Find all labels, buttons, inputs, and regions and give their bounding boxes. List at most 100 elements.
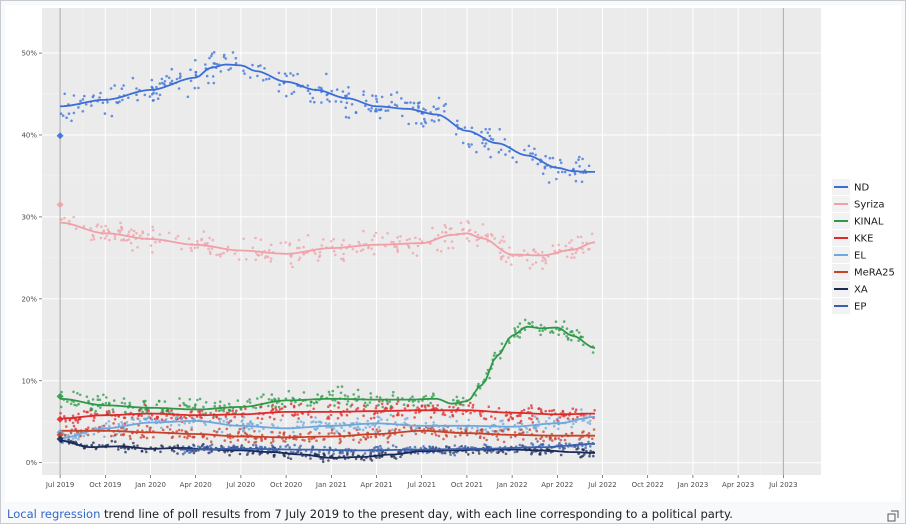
poll-point xyxy=(163,80,167,83)
poll-point xyxy=(578,155,581,159)
poll-point xyxy=(123,239,126,242)
poll-point xyxy=(574,251,577,254)
poll-point xyxy=(184,417,188,420)
poll-point xyxy=(318,250,322,254)
poll-point xyxy=(262,427,265,431)
poll-point xyxy=(76,418,80,422)
y-tick-label: 20% xyxy=(21,295,37,303)
x-tick-label: Jul 2019 xyxy=(45,481,75,489)
poll-point xyxy=(120,401,124,405)
poll-point xyxy=(213,404,216,408)
poll-point xyxy=(186,436,189,440)
poll-point xyxy=(323,437,326,441)
poll-point xyxy=(135,87,138,90)
poll-point xyxy=(316,259,320,262)
enlarge-icon[interactable] xyxy=(887,507,899,522)
poll-point xyxy=(378,396,382,399)
poll-point xyxy=(336,401,340,404)
poll-point xyxy=(422,445,425,448)
poll-point xyxy=(375,404,378,408)
poll-point xyxy=(393,245,397,248)
poll-point xyxy=(454,133,458,136)
poll-point xyxy=(520,422,524,426)
poll-point xyxy=(453,444,457,447)
poll-point xyxy=(307,413,310,416)
poll-point xyxy=(420,404,424,407)
poll-point xyxy=(209,411,212,415)
poll-point xyxy=(202,230,206,233)
poll-point xyxy=(346,395,350,398)
poll-point xyxy=(236,399,240,402)
poll-point xyxy=(447,246,450,250)
poll-point xyxy=(467,453,470,456)
poll-point xyxy=(565,255,569,259)
poll-point xyxy=(369,396,373,399)
poll-point xyxy=(386,436,390,440)
trend-line-ep xyxy=(180,443,595,452)
poll-point xyxy=(189,246,193,250)
poll-point xyxy=(190,249,193,252)
poll-point xyxy=(61,114,65,117)
poll-point xyxy=(177,428,181,432)
poll-point xyxy=(200,237,203,241)
trend-line-el xyxy=(60,415,596,439)
poll-point xyxy=(297,417,300,420)
poll-point xyxy=(99,406,102,409)
poll-point xyxy=(507,256,510,259)
poll-point xyxy=(191,435,194,439)
legend-label-el: EL xyxy=(854,251,866,262)
poll-point xyxy=(272,424,275,428)
poll-point xyxy=(321,460,325,464)
poll-point xyxy=(531,152,534,155)
poll-point xyxy=(228,420,232,423)
poll-point xyxy=(340,243,344,247)
poll-point xyxy=(533,426,536,429)
poll-point xyxy=(578,165,581,168)
poll-point xyxy=(159,450,162,454)
poll-point xyxy=(466,220,470,223)
poll-point xyxy=(380,451,384,455)
poll-point xyxy=(223,439,227,442)
poll-point xyxy=(333,404,336,407)
poll-point xyxy=(433,411,436,415)
poll-point xyxy=(330,89,334,93)
poll-point xyxy=(493,351,497,355)
poll-point xyxy=(405,101,409,105)
poll-point xyxy=(561,170,564,174)
poll-point xyxy=(329,413,333,417)
poll-point xyxy=(551,244,555,247)
poll-point xyxy=(388,429,392,433)
poll-point xyxy=(262,393,265,396)
poll-point xyxy=(342,259,346,262)
poll-point xyxy=(327,459,330,462)
poll-point xyxy=(539,453,542,456)
poll-point xyxy=(568,241,571,244)
poll-point xyxy=(504,452,508,456)
x-tick-label: Apr 2023 xyxy=(722,481,754,489)
poll-point xyxy=(488,134,492,138)
poll-point xyxy=(211,75,215,78)
poll-point xyxy=(344,115,348,119)
poll-point xyxy=(510,263,513,266)
poll-point xyxy=(593,409,596,412)
poll-point xyxy=(345,403,349,406)
legend-label-syriza: Syriza xyxy=(854,200,885,211)
poll-point xyxy=(158,233,162,236)
poll-point xyxy=(322,238,325,241)
local-regression-link[interactable]: Local regression xyxy=(7,507,101,521)
poll-point xyxy=(375,109,378,113)
poll-point xyxy=(265,77,268,81)
poll-point xyxy=(128,401,131,405)
poll-point xyxy=(144,418,147,421)
x-tick-label: Jul 2021 xyxy=(406,481,436,489)
poll-point xyxy=(395,402,399,406)
poll-point xyxy=(437,434,441,438)
poll-point xyxy=(292,74,295,77)
poll-point xyxy=(132,418,135,421)
poll-point xyxy=(222,55,226,59)
poll-point xyxy=(369,457,372,461)
trend-line-nd xyxy=(60,63,595,173)
poll-point xyxy=(103,435,106,439)
poll-point xyxy=(92,432,96,436)
poll-point xyxy=(296,413,300,416)
